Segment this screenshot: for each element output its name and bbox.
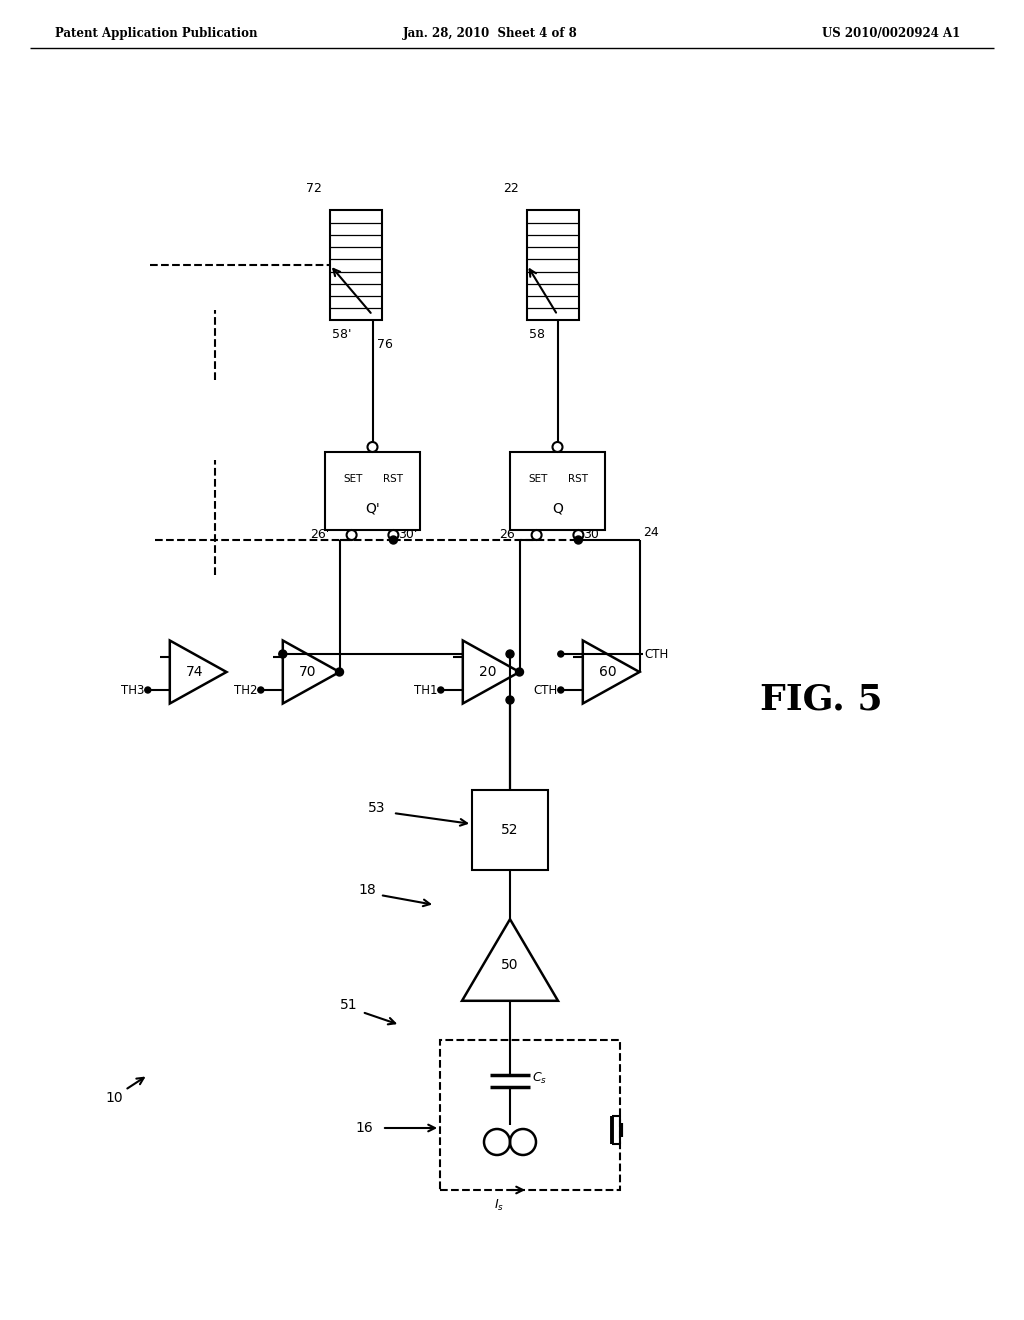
Text: 52: 52	[502, 822, 519, 837]
Text: 51: 51	[340, 998, 357, 1012]
Circle shape	[258, 686, 264, 693]
Text: $I_s$: $I_s$	[494, 1199, 504, 1213]
Text: SET: SET	[344, 474, 364, 484]
Text: TH1: TH1	[415, 684, 438, 697]
Text: US 2010/0020924 A1: US 2010/0020924 A1	[821, 26, 961, 40]
Text: 18: 18	[358, 883, 376, 898]
Bar	[527, 210, 579, 319]
Circle shape	[558, 651, 564, 657]
Text: TH2: TH2	[234, 684, 258, 697]
Polygon shape	[462, 919, 558, 1001]
Text: 24: 24	[643, 525, 659, 539]
Circle shape	[558, 686, 564, 693]
Circle shape	[574, 536, 583, 544]
Circle shape	[389, 536, 397, 544]
Text: $C_s$: $C_s$	[532, 1071, 547, 1085]
Bar	[440, 1040, 620, 1191]
Text: Jan. 28, 2010  Sheet 4 of 8: Jan. 28, 2010 Sheet 4 of 8	[402, 26, 578, 40]
Text: 30': 30'	[398, 528, 418, 541]
Text: 58': 58'	[332, 327, 351, 341]
Text: 58: 58	[529, 327, 545, 341]
Polygon shape	[283, 640, 340, 704]
Circle shape	[144, 686, 151, 693]
Bar	[325, 451, 420, 531]
Bar	[472, 789, 548, 870]
Text: TH3: TH3	[122, 684, 144, 697]
Text: 20: 20	[479, 665, 497, 678]
Polygon shape	[170, 640, 226, 704]
Text: RST: RST	[383, 474, 403, 484]
Text: 26': 26'	[310, 528, 330, 541]
Text: Patent Application Publication: Patent Application Publication	[55, 26, 257, 40]
Text: Q': Q'	[366, 502, 380, 515]
Text: 50: 50	[502, 958, 519, 972]
Text: 26: 26	[499, 528, 515, 541]
Text: Q: Q	[552, 502, 563, 515]
Text: 22: 22	[503, 181, 519, 194]
Text: 76: 76	[378, 338, 393, 351]
Text: 30: 30	[584, 528, 599, 541]
Text: 60: 60	[599, 665, 616, 678]
Circle shape	[506, 649, 514, 657]
Circle shape	[506, 696, 514, 704]
Text: 74: 74	[186, 665, 204, 678]
Text: 70: 70	[299, 665, 316, 678]
Text: RST: RST	[568, 474, 589, 484]
Bar	[330, 210, 382, 319]
Bar	[510, 451, 605, 531]
Text: SET: SET	[528, 474, 548, 484]
Polygon shape	[463, 640, 519, 704]
Circle shape	[279, 649, 287, 657]
Text: 16: 16	[355, 1121, 373, 1135]
Circle shape	[336, 668, 343, 676]
Text: 72: 72	[306, 181, 322, 194]
Polygon shape	[583, 640, 640, 704]
Text: FIG. 5: FIG. 5	[760, 682, 883, 717]
Circle shape	[515, 668, 523, 676]
Text: CTH: CTH	[534, 684, 558, 697]
Text: 10: 10	[105, 1092, 123, 1105]
Circle shape	[438, 686, 443, 693]
Text: 53: 53	[368, 801, 385, 814]
Text: CTH: CTH	[644, 648, 669, 660]
